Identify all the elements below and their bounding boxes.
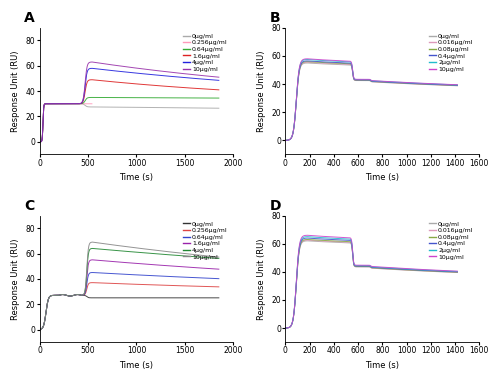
Text: C: C (24, 199, 34, 213)
X-axis label: Time (s): Time (s) (120, 361, 154, 370)
Text: B: B (270, 11, 280, 25)
Y-axis label: Response Unit (RU): Response Unit (RU) (257, 238, 266, 320)
Legend: 0μg/ml, 0.256μg/ml, 0.64μg/ml, 1.6μg/ml, 4μg/ml, 10μg/ml: 0μg/ml, 0.256μg/ml, 0.64μg/ml, 1.6μg/ml,… (180, 31, 230, 74)
Legend: 0μg/ml, 0.256μg/ml, 0.64μg/ml, 1.6μg/ml, 4μg/ml, 10μg/ml: 0μg/ml, 0.256μg/ml, 0.64μg/ml, 1.6μg/ml,… (180, 219, 230, 262)
Legend: 0μg/ml, 0.016μg/ml, 0.08μg/ml, 0.4μg/ml, 2μg/ml, 10μg/ml: 0μg/ml, 0.016μg/ml, 0.08μg/ml, 0.4μg/ml,… (426, 31, 476, 74)
Y-axis label: Response Unit (RU): Response Unit (RU) (257, 50, 266, 132)
Text: D: D (270, 199, 281, 213)
Y-axis label: Response Unit (RU): Response Unit (RU) (11, 238, 20, 320)
Legend: 0μg/ml, 0.016μg/ml, 0.08μg/ml, 0.4μg/ml, 2μg/ml, 10μg/ml: 0μg/ml, 0.016μg/ml, 0.08μg/ml, 0.4μg/ml,… (426, 219, 476, 262)
X-axis label: Time (s): Time (s) (366, 361, 400, 370)
X-axis label: Time (s): Time (s) (120, 173, 154, 182)
X-axis label: Time (s): Time (s) (366, 173, 400, 182)
Y-axis label: Response Unit (RU): Response Unit (RU) (11, 50, 20, 132)
Text: A: A (24, 11, 35, 25)
